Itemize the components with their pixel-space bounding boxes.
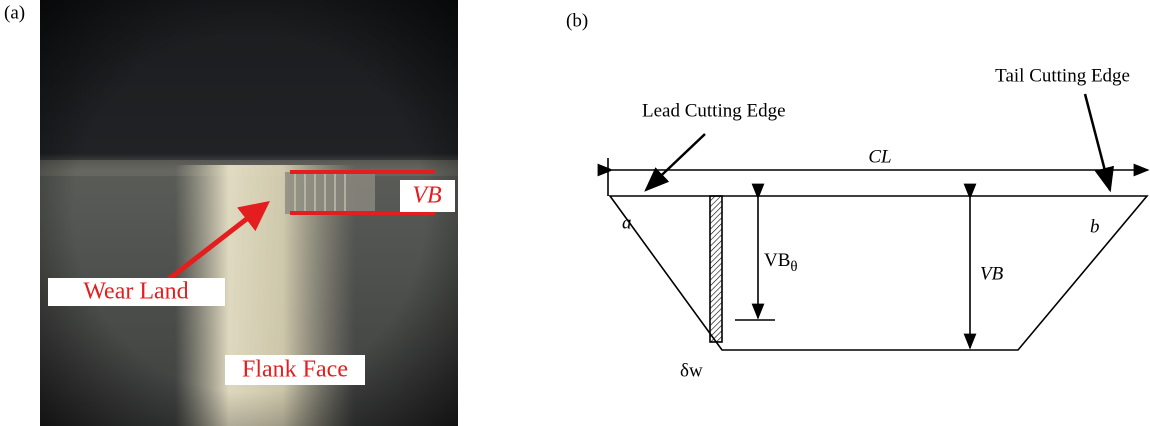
- cl-label: CL: [868, 146, 891, 167]
- panel-label: (a): [4, 2, 25, 23]
- wear-land-label: Wear Land: [83, 279, 188, 305]
- figure: (a) VB Wear Land Flank Face (b) Lead Cut…: [0, 0, 1150, 426]
- vb-theta-sub: θ: [790, 259, 797, 275]
- corner-label: b: [1090, 216, 1100, 237]
- vb-label: VB: [980, 263, 1004, 284]
- corner-label: a: [622, 212, 632, 233]
- tail-edge-label: Tail Cutting Edge: [995, 65, 1130, 86]
- delta-w-label: δw: [680, 360, 703, 381]
- vb-label: VB: [412, 183, 442, 209]
- lead-edge-label: Lead Cutting Edge: [642, 100, 786, 121]
- vb-theta-label: VBθ: [764, 250, 798, 275]
- panel-label: (b): [566, 10, 588, 31]
- flank-face-label: Flank Face: [242, 357, 348, 383]
- vb-theta-main: VB: [764, 250, 790, 271]
- diagram: [608, 94, 1148, 350]
